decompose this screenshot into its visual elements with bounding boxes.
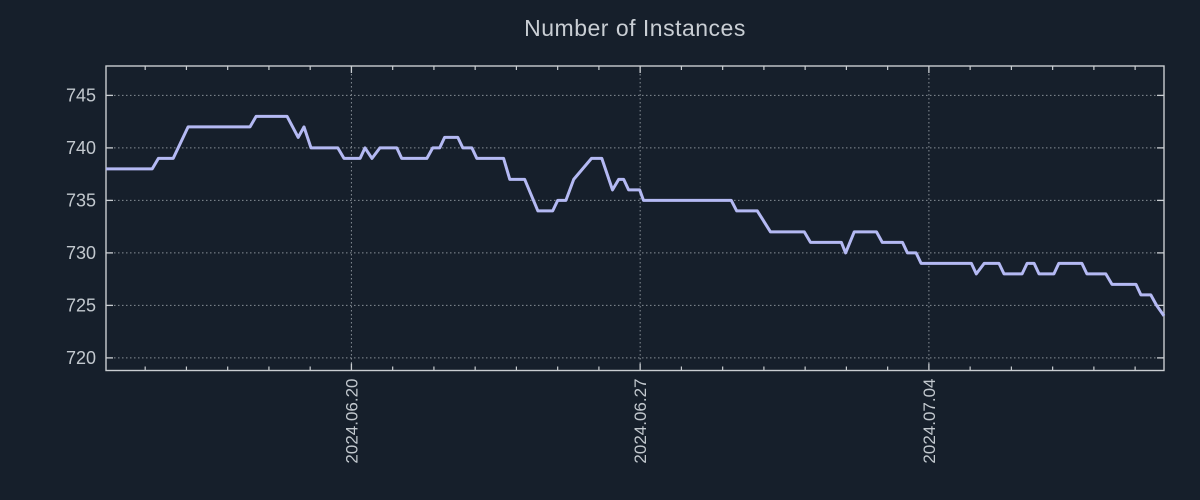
x-tick-label: 2024.07.04 [920, 379, 939, 464]
series-line-instances [106, 114, 1166, 317]
y-tick-label: 725 [66, 295, 96, 315]
y-tick-label: 730 [66, 243, 96, 263]
y-tick-label: 740 [66, 138, 96, 158]
y-tick-label: 745 [66, 85, 96, 105]
plot-border [105, 65, 1165, 372]
y-tick-label: 720 [66, 348, 96, 368]
x-tick-label: 2024.06.20 [342, 379, 361, 464]
chart-title: Number of Instances [524, 15, 746, 41]
y-tick-label: 735 [66, 190, 96, 210]
x-tick-label: 2024.06.27 [631, 379, 650, 464]
